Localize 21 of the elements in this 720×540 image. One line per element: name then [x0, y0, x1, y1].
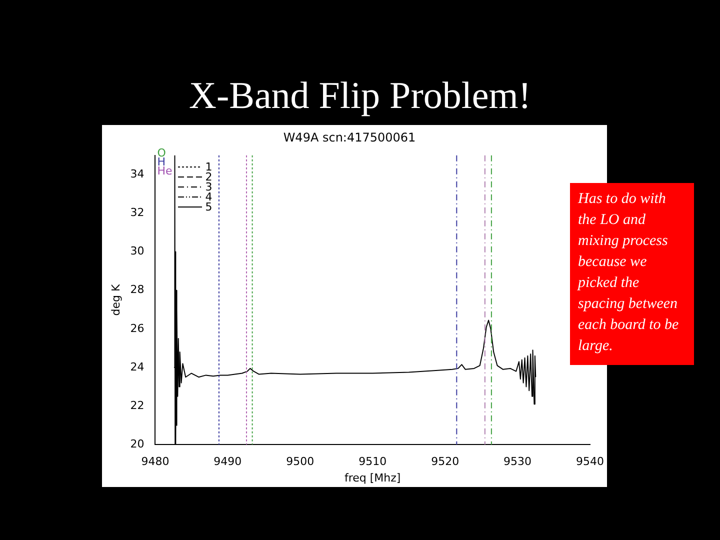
x-tick-label: 9520 [431, 455, 460, 468]
x-axis-title: freq [Mhz] [344, 471, 401, 484]
chart-title: X-Band Flip Problem! [188, 74, 532, 118]
y-axis-title: deg K [109, 284, 122, 316]
x-tick-label: 9480 [141, 455, 170, 468]
x-tick-label: 9510 [358, 455, 387, 468]
y-tick-label: 24 [130, 360, 144, 374]
x-tick-label: 9530 [504, 455, 532, 468]
y-tick-label: 22 [130, 398, 144, 412]
annotation: Has to do with the LO and mixing process because we picked the spacing between each board to be large. [570, 183, 694, 365]
y-tick-label: 30 [130, 244, 144, 258]
y-tick-label: 32 [130, 206, 144, 220]
x-tick-label: 9490 [214, 455, 242, 468]
y-tick-label: 28 [130, 283, 144, 296]
x-tick-label: 9500 [286, 455, 314, 468]
annotation: He [157, 164, 172, 178]
chart-subtitle: W49A scn:417500061 [283, 130, 416, 144]
y-tick-label: 26 [130, 322, 144, 335]
y-tick-label: 34 [130, 168, 144, 181]
y-tick-label: 20 [130, 437, 144, 450]
x-tick-label: 9540 [576, 455, 604, 468]
